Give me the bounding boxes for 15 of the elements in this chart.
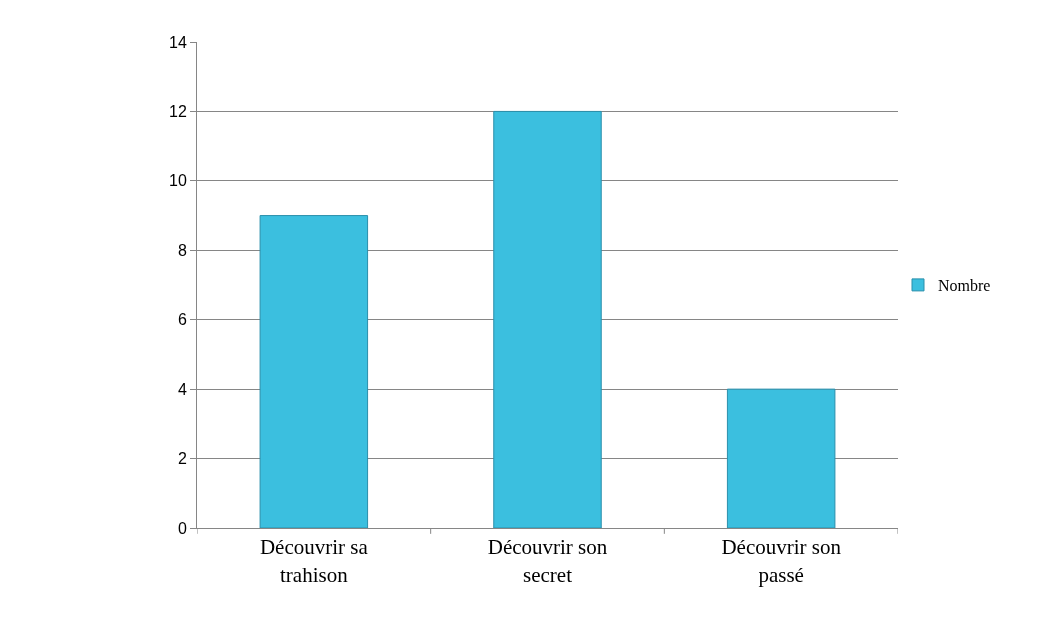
bar <box>726 388 836 528</box>
y-tick-label: 14 <box>169 33 187 51</box>
x-tick-label: Découvrir son passé <box>721 535 842 587</box>
x-tick-label: Découvrir son secret <box>487 535 608 587</box>
y-tick-label: 4 <box>177 380 187 398</box>
legend-label: Nombre <box>938 277 991 295</box>
y-tick-label: 12 <box>169 103 187 121</box>
bar <box>493 110 602 528</box>
y-tick-label: 8 <box>177 241 187 259</box>
x-tick-label: Découvrir sa trahison <box>259 535 369 587</box>
y-tick-label: 10 <box>169 172 187 190</box>
y-tick-label: 0 <box>177 519 187 537</box>
y-tick-label: 6 <box>177 311 187 329</box>
y-tick-label: 2 <box>177 450 187 468</box>
bar <box>259 215 369 528</box>
